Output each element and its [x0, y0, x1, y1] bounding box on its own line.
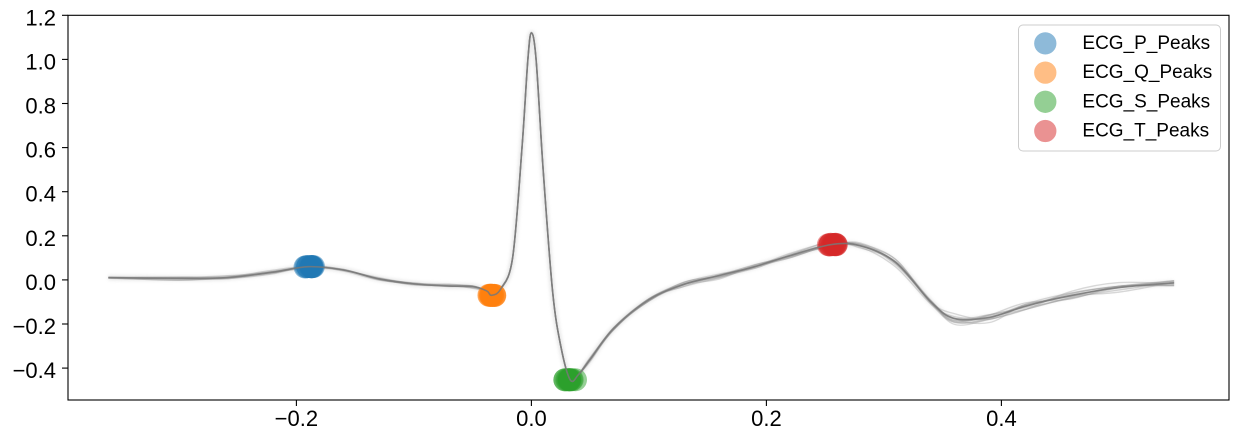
svg-text:ECG_P_Peaks: ECG_P_Peaks: [1082, 33, 1210, 54]
svg-text:0.0: 0.0: [25, 270, 56, 295]
svg-text:0.8: 0.8: [25, 94, 56, 119]
svg-text:1.0: 1.0: [25, 49, 56, 74]
svg-text:0.0: 0.0: [516, 406, 547, 431]
svg-text:0.2: 0.2: [25, 226, 56, 251]
svg-text:1.2: 1.2: [25, 5, 56, 30]
svg-text:−0.2: −0.2: [13, 314, 56, 339]
svg-text:0.4: 0.4: [986, 406, 1017, 431]
svg-text:−0.4: −0.4: [13, 358, 56, 383]
svg-text:−0.2: −0.2: [275, 406, 318, 431]
svg-text:0.2: 0.2: [751, 406, 782, 431]
svg-text:ECG_T_Peaks: ECG_T_Peaks: [1082, 121, 1209, 142]
svg-text:ECG_S_Peaks: ECG_S_Peaks: [1082, 91, 1210, 112]
svg-text:ECG_Q_Peaks: ECG_Q_Peaks: [1082, 62, 1212, 83]
svg-text:0.6: 0.6: [25, 138, 56, 163]
svg-text:0.4: 0.4: [25, 182, 56, 207]
